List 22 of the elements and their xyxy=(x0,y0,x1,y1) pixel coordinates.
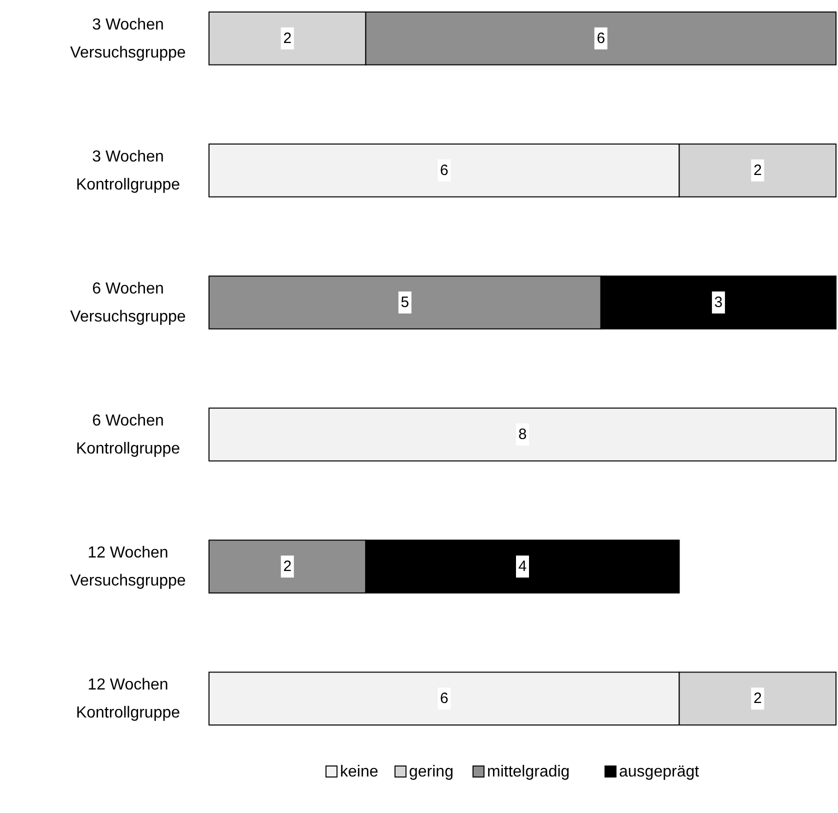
data-label: 2 xyxy=(283,558,292,576)
data-label: 8 xyxy=(518,426,527,444)
y-tick-label: 12 Wochen Kontrollgruppe xyxy=(76,676,180,722)
data-label: 6 xyxy=(440,690,448,708)
data-label: 6 xyxy=(440,162,448,179)
legend-label: ausgeprägt xyxy=(619,764,700,780)
bar xyxy=(208,408,836,462)
legend-label: mittelgradig xyxy=(487,764,570,780)
y-tick-label: 6 Wochen Kontrollgruppe xyxy=(76,412,180,458)
data-label: 6 xyxy=(596,30,606,47)
y-tick-label: 12 Wochen Versuchsgruppe xyxy=(70,544,186,590)
legend-label: gering xyxy=(409,764,454,780)
data-label: 5 xyxy=(400,294,410,311)
data-label: 2 xyxy=(283,30,292,47)
data-label: 2 xyxy=(753,690,762,708)
y-tick-label: 3 Wochen Kontrollgruppe xyxy=(76,148,180,194)
data-label: 2 xyxy=(753,162,762,179)
data-label: 3 xyxy=(714,294,723,311)
y-tick-label: 6 Wochen Versuchsgruppe xyxy=(70,280,186,326)
legend-label: keine xyxy=(340,764,378,780)
data-label: 4 xyxy=(518,558,527,576)
y-tick-label: 3 Wochen Versuchsgruppe xyxy=(70,16,186,62)
